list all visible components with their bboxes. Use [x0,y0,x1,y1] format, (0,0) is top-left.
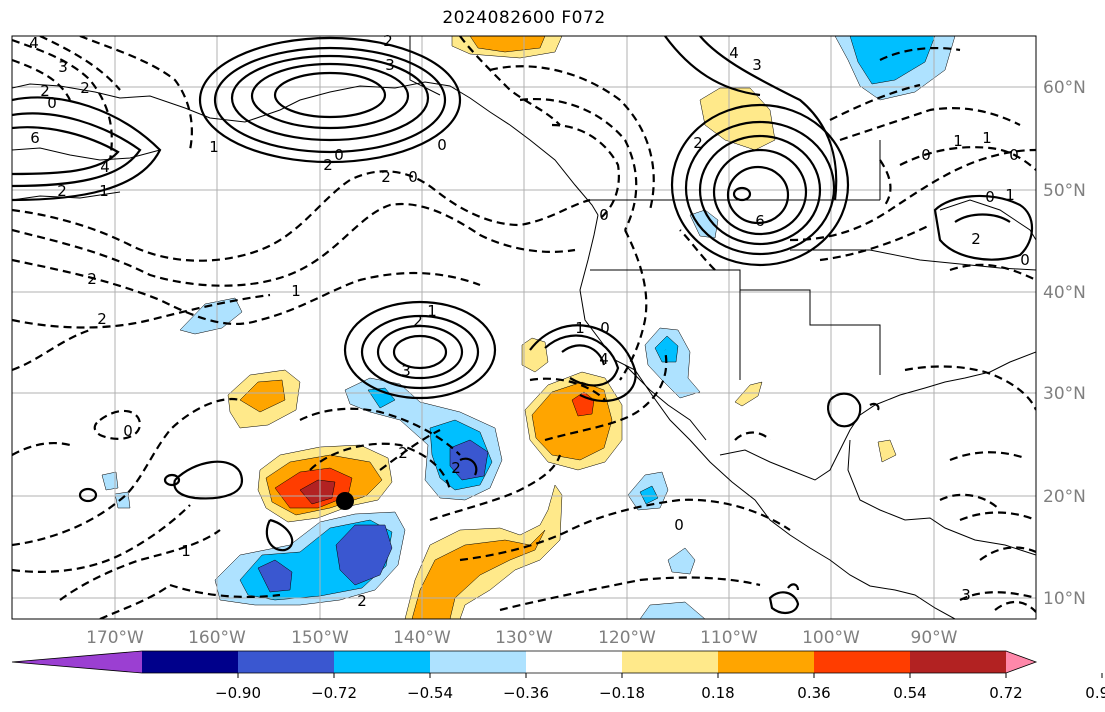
colorbar-outline [11,650,1038,674]
contour-label: 0 [408,168,418,186]
colorbar-tick-label: −0.18 [599,684,645,702]
colorbar-tick-label: −0.90 [215,684,261,702]
lon-label: 140°W [393,628,451,648]
contour-label: 0 [47,94,57,112]
colorbar-tick-label: 0.90 [1085,684,1105,702]
colorbar [11,650,1038,674]
colorbar-segment [238,651,335,673]
colorbar-segment [814,651,911,673]
colorbar-segment [526,651,623,673]
contour-label: 2 [398,444,408,462]
contour-label: 0 [921,146,931,164]
colorbar-segment [622,651,719,673]
colorbar-segment [430,651,527,673]
lon-label: 110°W [700,628,758,648]
contour-label: 0 [334,146,344,164]
lon-label: 160°W [188,628,246,648]
contour-label: 2 [971,230,981,248]
contour-label: 2 [80,79,90,97]
colorbar-segment [718,651,815,673]
colorbar-extend-low [12,651,142,673]
contour-label: 4 [729,44,739,62]
contour-label: 0 [123,422,133,440]
colorbar-segment [142,651,239,673]
contours [12,36,1033,614]
map-title: 2024082600 F072 [442,8,606,28]
contour-label: 6 [30,129,40,147]
contour-label: 4 [599,350,609,368]
contour-label: 3 [58,58,68,76]
lon-label: 150°W [291,628,349,648]
colorbar-tick-labels: −0.90 −0.72 −0.54 −0.36 −0.18 0.18 0.36 0.54 0.7… [215,673,1105,702]
lon-label: 130°W [495,628,553,648]
lat-label: 20°N [1043,487,1086,507]
colorbar-segment [334,651,431,673]
contour-label: 0 [985,188,995,206]
contour-label: 2 [383,32,393,50]
contour-label: 2 [40,82,50,100]
contour-label: 0 [437,136,447,154]
colorbar-tick-label: −0.36 [503,684,549,702]
lat-label: 10°N [1043,589,1086,609]
storm-center-marker [336,492,354,510]
contour-label: 3 [385,56,395,74]
colorbar-tick-label: 0.72 [989,684,1022,702]
contour-label: 2 [323,156,333,174]
lon-label: 90°W [911,628,958,648]
contour-label: 2 [357,592,367,610]
contour-label: 2 [57,182,67,200]
lat-label: 60°N [1043,78,1086,98]
graticule [12,36,1036,619]
lat-label: 30°N [1043,384,1086,404]
contour-label: 2 [693,134,703,152]
contour-label: 0 [600,319,610,337]
contour-label: 1 [427,302,437,320]
contour-label: 1 [1005,186,1015,204]
contour-label: 4 [100,158,110,176]
colorbar-tick-label: 0.54 [893,684,926,702]
colorbar-tick-label: −0.72 [311,684,357,702]
contour-label: 1 [575,319,585,337]
contour-label: 0 [674,516,684,534]
latitude-labels: 60°N 50°N 40°N 30°N 20°N 10°N [1043,78,1086,609]
lon-label: 120°W [598,628,656,648]
contour-label: 2 [97,310,107,328]
contour-label: 1 [982,129,992,147]
contour-label: 1 [181,542,191,560]
contour-label: 1 [99,182,109,200]
contour-label: 2 [413,312,423,330]
lon-label: 170°W [86,628,144,648]
lat-label: 40°N [1043,283,1086,303]
contour-label: 4 [29,34,39,52]
contour-label: 0 [1020,251,1030,269]
contour-label: 6 [755,212,765,230]
contour-label: 2 [451,459,461,477]
colorbar-tick-label: 0.18 [701,684,734,702]
plot-frame [11,35,1037,620]
colorbar-segment [910,651,1007,673]
contour-label: 2 [381,168,391,186]
lat-label: 50°N [1043,181,1086,201]
contour-label: 0 [1009,146,1019,164]
contour-label: 2 [87,270,97,288]
contour-label: 3 [961,586,971,604]
lon-label: 100°W [802,628,860,648]
colorbar-tick-label: −0.54 [407,684,453,702]
coastlines [12,36,1036,619]
contours-dashed [12,36,1036,619]
contour-label: 1 [291,282,301,300]
contour-label: 1 [953,132,963,150]
longitude-labels: 170°W 160°W 150°W 140°W 130°W 120°W 110°… [86,628,958,648]
contour-label: 3 [401,362,411,380]
contour-label: 1 [209,138,219,156]
colorbar-tick-label: 0.36 [797,684,830,702]
contour-label: 0 [599,206,609,224]
contour-label: 3 [752,56,762,74]
colorbar-extend-high [1006,651,1036,673]
